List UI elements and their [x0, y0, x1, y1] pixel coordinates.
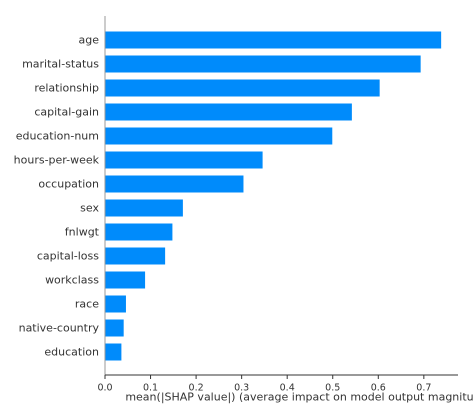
- x-ticks-group: 0.0 0.1 0.2 0.3 0.4 0.5 0.6 0.7: [97, 375, 431, 394]
- bar-capital-gain: [105, 103, 352, 121]
- bar-native-country: [105, 319, 124, 337]
- category-label-workclass: workclass: [45, 274, 99, 287]
- category-label-age: age: [79, 34, 100, 47]
- category-label-native-country: native-country: [19, 322, 100, 335]
- bar-fnlwgt: [105, 223, 173, 241]
- category-label-capital-loss: capital-loss: [37, 250, 99, 263]
- bar-sex: [105, 199, 183, 217]
- category-label-occupation: occupation: [38, 178, 99, 191]
- bar-workclass: [105, 271, 146, 289]
- bar-education: [105, 343, 122, 361]
- bar-age: [105, 31, 442, 49]
- category-label-hours-per-week: hours-per-week: [14, 154, 100, 167]
- x-axis-title: mean(|SHAP value|) (average impact on mo…: [125, 391, 474, 404]
- category-label-education-num: education-num: [16, 130, 99, 143]
- bar-marital-status: [105, 55, 421, 73]
- bar-education-num: [105, 127, 333, 145]
- bar-occupation: [105, 175, 244, 193]
- category-label-fnlwgt: fnlwgt: [65, 226, 100, 239]
- category-label-relationship: relationship: [34, 82, 99, 95]
- x-tick-label: 0.3: [234, 383, 249, 394]
- category-label-education: education: [44, 346, 99, 359]
- x-tick-label: 0.2: [189, 383, 204, 394]
- x-tick-label: 0.6: [371, 383, 386, 394]
- category-label-capital-gain: capital-gain: [34, 106, 99, 119]
- x-tick-label: 0.4: [280, 383, 295, 394]
- x-tick-label: 0.0: [97, 383, 112, 394]
- bars-group: [105, 31, 442, 361]
- x-tick-label: 0.7: [416, 383, 431, 394]
- category-label-race: race: [75, 298, 99, 311]
- bar-capital-loss: [105, 247, 166, 265]
- category-label-marital-status: marital-status: [22, 58, 99, 71]
- bar-race: [105, 295, 126, 313]
- bar-relationship: [105, 79, 380, 97]
- category-label-sex: sex: [80, 202, 99, 215]
- category-labels-group: age marital-status relationship capital-gai…: [14, 34, 100, 359]
- bar-hours-per-week: [105, 151, 263, 169]
- x-tick-label: 0.1: [143, 383, 158, 394]
- x-tick-label: 0.5: [325, 383, 340, 394]
